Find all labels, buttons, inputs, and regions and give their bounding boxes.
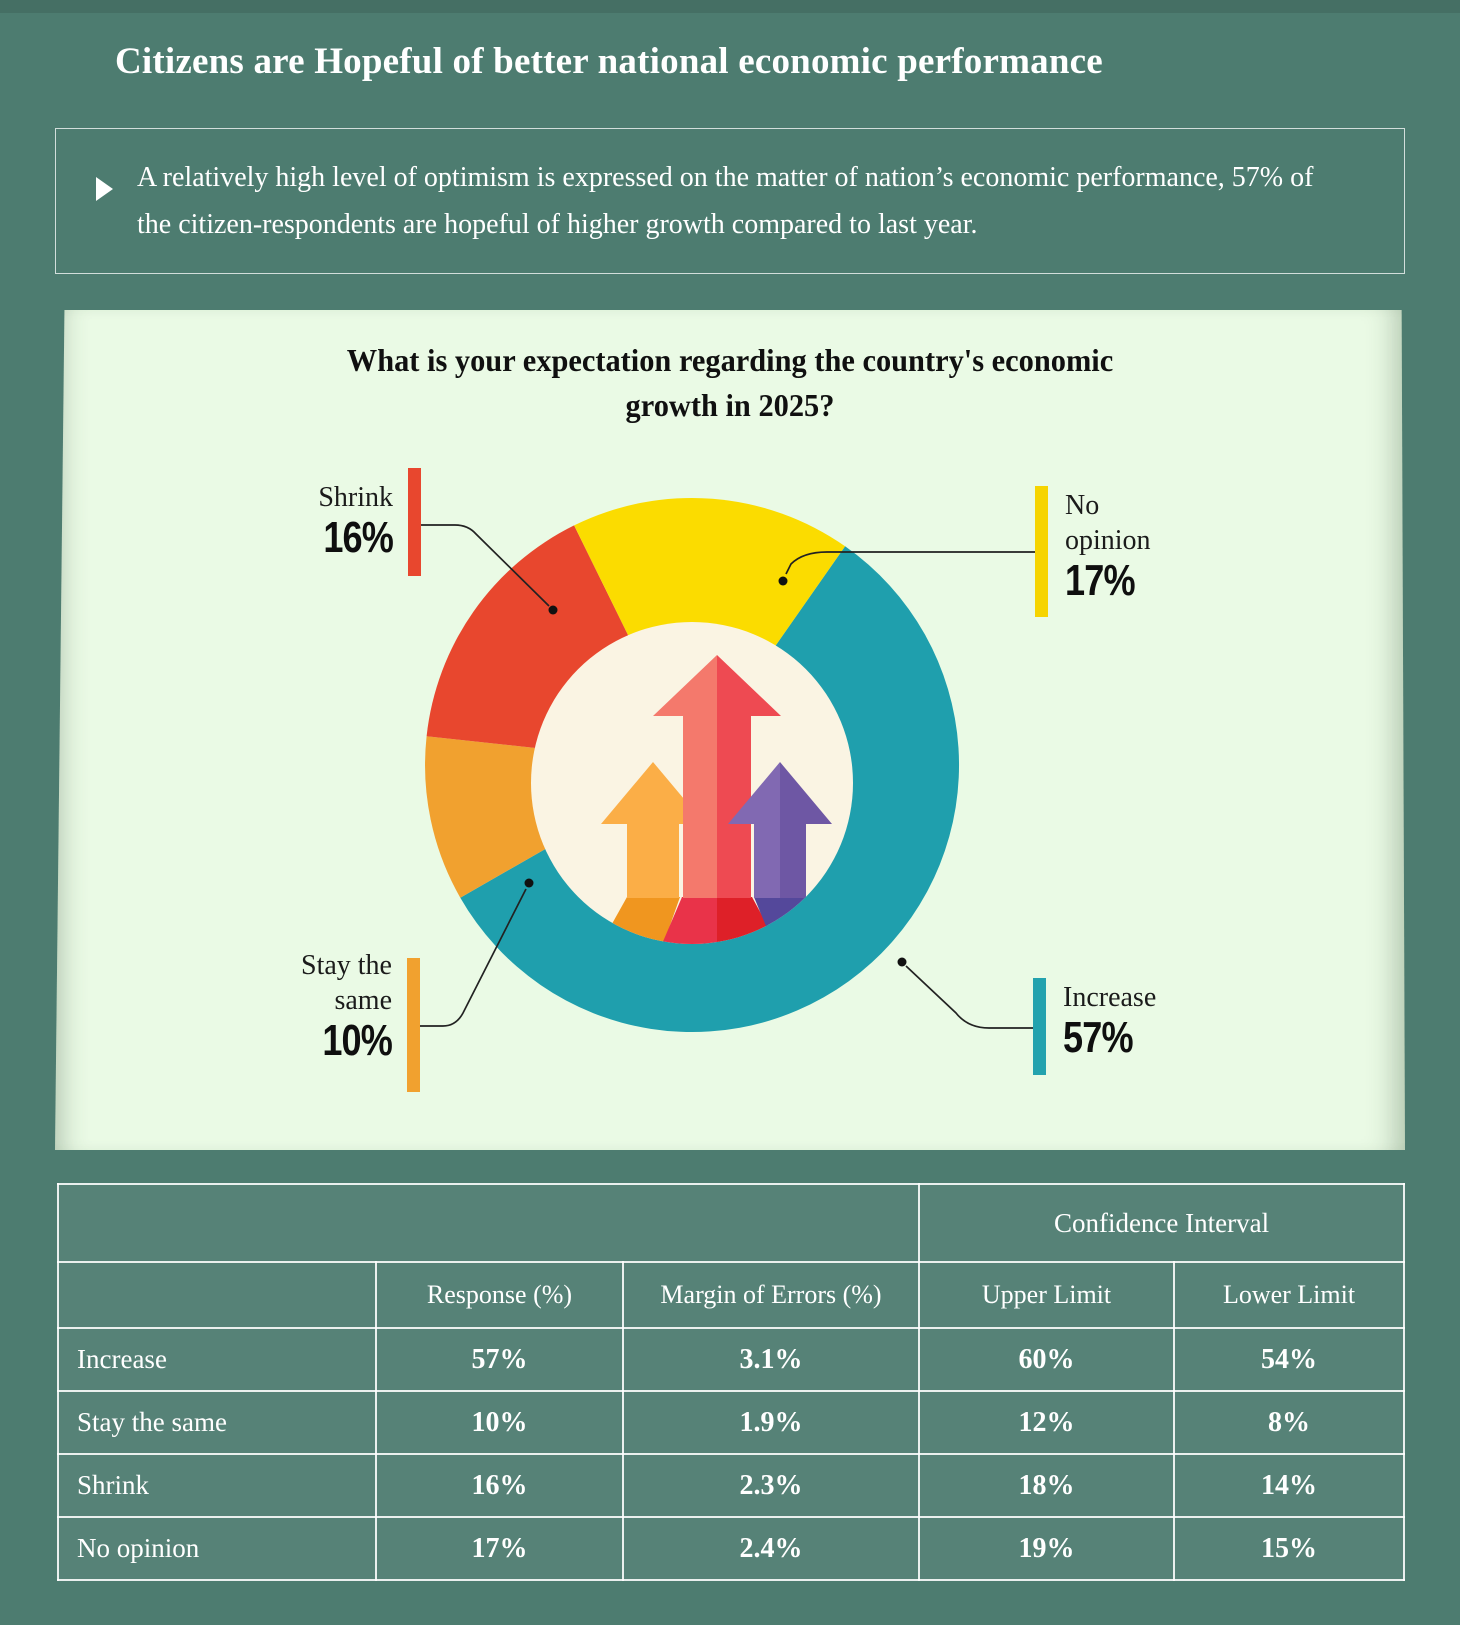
cell-response: 57% — [375, 1327, 624, 1392]
cell-margin: 1.9% — [621, 1390, 921, 1455]
cell-upper: 60% — [918, 1327, 1176, 1392]
column-header-margin: Margin of Errors (%) — [621, 1261, 921, 1329]
cell-margin: 2.3% — [621, 1453, 921, 1518]
chart-title: What is your expectation regarding the c… — [346, 342, 1114, 423]
cell-response: 16% — [375, 1453, 624, 1518]
column-header-response: Response (%) — [375, 1261, 624, 1329]
column-header-lower: Lower Limit — [1173, 1261, 1406, 1329]
callout-increase: Increase 57% — [1033, 978, 1156, 1075]
cell-upper: 19% — [918, 1516, 1176, 1581]
purple-arrow-icon — [728, 762, 780, 898]
intro-box: A relatively high level of optimism is e… — [55, 128, 1405, 274]
callout-no-opinion-label: No opinion — [1065, 490, 1151, 556]
callout-shrink-label: Shrink — [318, 482, 393, 513]
cell-upper: 12% — [918, 1390, 1176, 1455]
callout-no-opinion-value: 17% — [1065, 556, 1136, 605]
leader-lines — [420, 524, 1035, 1029]
orange-arrow-icon — [601, 762, 705, 898]
column-header-upper: Upper Limit — [918, 1261, 1176, 1329]
cell-upper: 18% — [918, 1453, 1176, 1518]
callout-stay-same-bar — [407, 958, 420, 1092]
table-row-no-opinion: No opinion 17% 2.4% 19% 15% — [57, 1516, 1406, 1581]
callout-stay-same-label: Stay the same — [301, 950, 392, 1016]
chart-card: What is your expectation regarding the c… — [55, 310, 1405, 1150]
callout-increase-label: Increase — [1063, 982, 1157, 1013]
connector-stay-same — [420, 888, 527, 1027]
connector-no-opinion — [785, 551, 1035, 575]
table-row-shrink: Shrink 16% 2.3% 18% 14% — [57, 1453, 1406, 1518]
table-group-header-row: Confidence Interval — [56, 1183, 1406, 1263]
confidence-interval-table: Confidence Interval Response (%) Margin … — [56, 1183, 1406, 1581]
column-header — [57, 1261, 377, 1329]
callout-increase-bar — [1033, 978, 1046, 1075]
row-label: No opinion — [57, 1516, 377, 1581]
cell-response: 10% — [375, 1390, 624, 1455]
table-group-header: Confidence Interval — [918, 1183, 1406, 1263]
callout-no-opinion: No opinion 17% — [1035, 486, 1177, 617]
table-row-increase: Increase 57% 3.1% 60% 54% — [57, 1327, 1406, 1392]
page-title: Citizens are Hopeful of better national … — [115, 41, 1103, 82]
top-shadow-strip — [0, 0, 1460, 13]
callout-no-opinion-bar — [1035, 486, 1048, 617]
cell-lower: 15% — [1173, 1516, 1406, 1581]
table-row-stay-the-same: Stay the same 10% 1.9% 12% 8% — [57, 1390, 1406, 1455]
row-label: Increase — [57, 1327, 377, 1392]
donut-chart — [420, 497, 1035, 1033]
cell-lower: 14% — [1173, 1453, 1406, 1518]
table-empty-cell — [56, 1183, 921, 1263]
callout-stay-same-value: 10% — [322, 1016, 393, 1065]
cell-margin: 3.1% — [621, 1327, 921, 1392]
callout-shrink-value: 16% — [323, 513, 394, 562]
cell-response: 17% — [375, 1516, 624, 1581]
cell-lower: 54% — [1173, 1327, 1406, 1392]
row-label: Shrink — [57, 1453, 377, 1518]
cell-lower: 8% — [1173, 1390, 1406, 1455]
bullet-triangle-icon — [96, 177, 113, 201]
row-label: Stay the same — [57, 1390, 377, 1455]
growth-arrows-illustration — [589, 655, 848, 944]
callout-stay-same: Stay the same 10% — [280, 950, 420, 1092]
connector-increase — [905, 965, 1033, 1029]
table-column-header-row: Response (%) Margin of Errors (%) Upper … — [57, 1261, 1406, 1329]
leader-dots — [524, 576, 907, 967]
callout-increase-value: 57% — [1063, 1013, 1134, 1062]
intro-text: A relatively high level of optimism is e… — [137, 162, 1314, 240]
cell-margin: 2.4% — [621, 1516, 921, 1581]
red-arrow-icon — [653, 655, 717, 898]
callout-shrink-bar — [408, 468, 421, 576]
callout-shrink: Shrink 16% — [308, 468, 421, 576]
connector-shrink — [421, 524, 550, 607]
